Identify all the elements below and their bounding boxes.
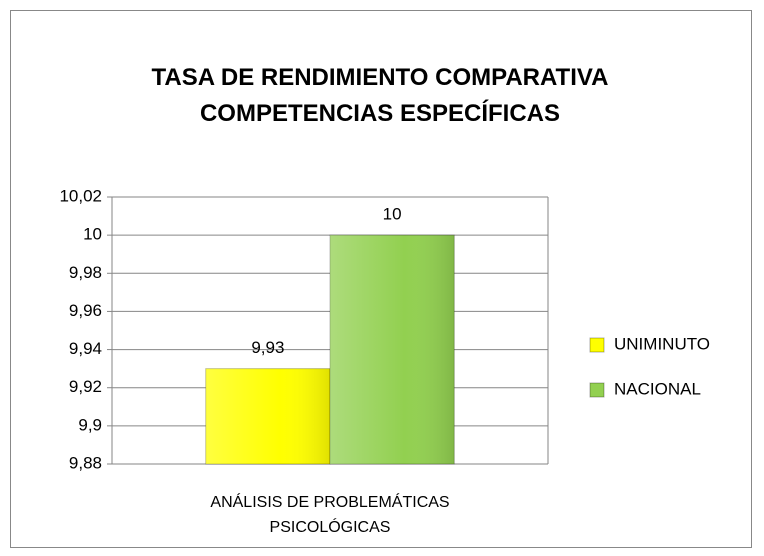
y-tick-label: 9,92: [69, 377, 102, 396]
legend-label: UNIMINUTO: [614, 334, 710, 353]
y-tick-label: 9,88: [69, 453, 102, 472]
y-tick-label: 10,02: [59, 186, 102, 205]
bar-shade: [205, 368, 330, 464]
y-tick-label: 9,96: [69, 301, 102, 320]
data-label: 10: [383, 205, 402, 224]
legend-swatch: [589, 382, 605, 398]
y-tick-label: 10: [83, 225, 102, 244]
legend-label: NACIONAL: [614, 379, 701, 398]
data-label: 9,93: [251, 338, 284, 357]
x-tick-label: ANÁLISIS DE PROBLEMÁTICAS PSICOLÓGICAS: [210, 494, 450, 536]
y-tick-label: 9,94: [69, 339, 102, 358]
bar-shade: [330, 235, 455, 464]
legend-swatch: [589, 337, 605, 353]
y-tick-label: 9,9: [78, 415, 102, 434]
y-tick-label: 9,98: [69, 263, 102, 282]
chart-title: TASA DE RENDIMIENTO COMPARATIVA COMPETEN…: [151, 64, 609, 127]
